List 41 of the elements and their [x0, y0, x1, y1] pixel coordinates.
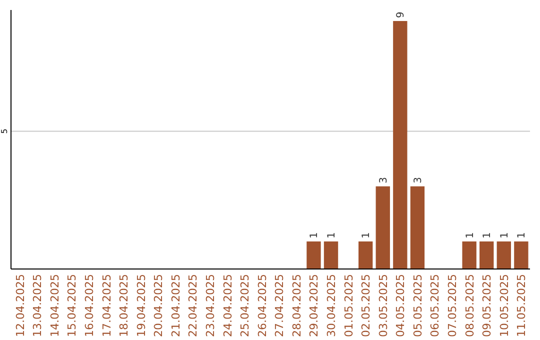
x-tick-label: 14.04.2025 — [48, 274, 62, 337]
x-tick-label: 24.04.2025 — [221, 274, 234, 337]
x-tick-label: 09.05.2025 — [480, 274, 494, 337]
x-tick-label: 20.04.2025 — [152, 274, 166, 337]
y-tick-label: 5 — [0, 128, 9, 134]
x-tick-label: 13.04.2025 — [31, 274, 44, 337]
data-label: 1 — [326, 232, 338, 238]
x-tick-label: 16.04.2025 — [82, 274, 96, 337]
data-label: 1 — [361, 232, 372, 238]
x-tick-label: 19.04.2025 — [134, 274, 148, 337]
x-tick-label: 25.04.2025 — [238, 274, 252, 337]
x-tick-label: 12.04.2025 — [14, 274, 27, 337]
x-tick-label: 29.04.2025 — [308, 274, 321, 337]
x-tick-label: 07.05.2025 — [446, 274, 460, 337]
x-tick-label: 06.05.2025 — [428, 274, 442, 337]
data-label: 1 — [499, 232, 510, 238]
x-tick-label: 26.04.2025 — [256, 274, 269, 337]
data-label: 1 — [309, 232, 320, 238]
x-tick-label: 17.04.2025 — [100, 274, 114, 337]
x-tick-label: 22.04.2025 — [186, 274, 200, 337]
x-tick-label: 27.04.2025 — [273, 274, 286, 337]
x-tick-label: 15.04.2025 — [66, 274, 79, 337]
x-tick-label: 05.05.2025 — [411, 274, 424, 337]
x-tick-label: 28.04.2025 — [290, 274, 304, 337]
x-tick-label: 23.04.2025 — [204, 274, 217, 337]
x-tick-label: 04.05.2025 — [394, 274, 408, 337]
x-tick-label: 01.05.2025 — [342, 274, 356, 337]
x-tick-label: 08.05.2025 — [463, 274, 476, 337]
data-label: 1 — [482, 232, 494, 238]
x-tick-label: 02.05.2025 — [360, 274, 373, 337]
x-tick-label: 03.05.2025 — [376, 274, 390, 337]
data-label: 1 — [516, 232, 528, 238]
data-label: 1 — [464, 232, 476, 238]
x-tick-label: 11.05.2025 — [515, 274, 528, 337]
x-tick-label: 18.04.2025 — [118, 274, 131, 337]
x-tick-label: 30.04.2025 — [325, 274, 338, 337]
data-label: 9 — [396, 12, 407, 18]
x-tick-label: 21.04.2025 — [169, 274, 182, 337]
x-tick-label: 10.05.2025 — [498, 274, 511, 337]
data-label: 3 — [378, 176, 390, 184]
data-label: 3 — [412, 176, 424, 184]
